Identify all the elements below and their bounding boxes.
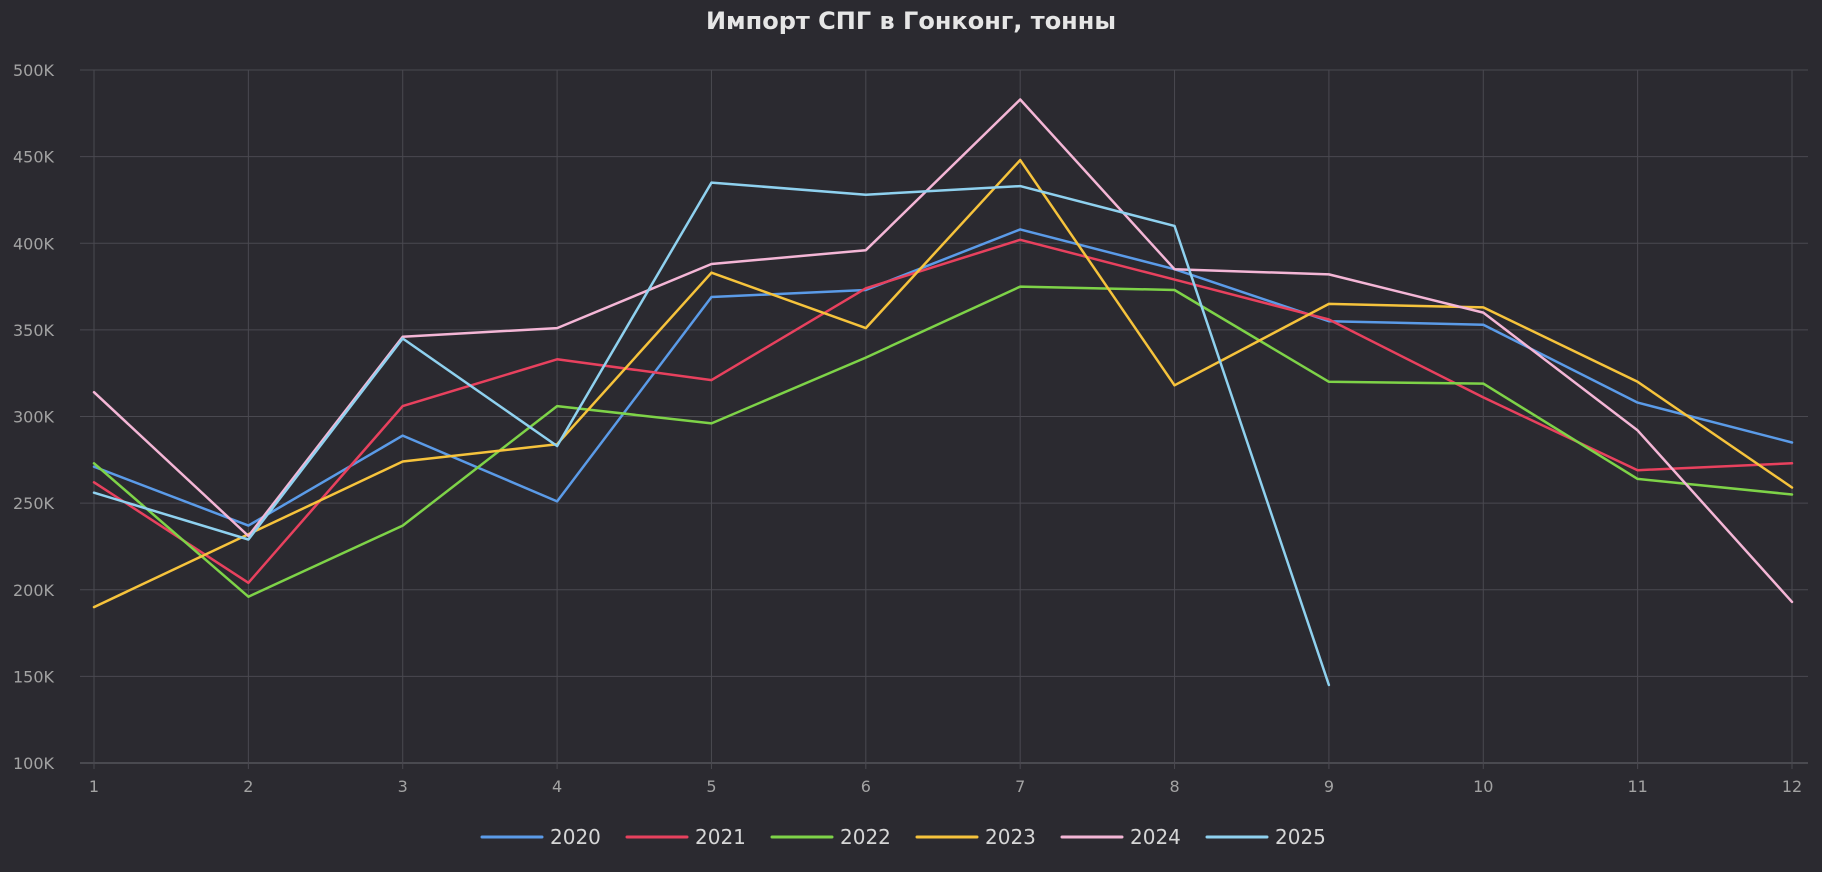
legend-item-2024[interactable]: 2024 [1060,825,1181,849]
legend[interactable]: 2020 2021 2022 2023 2024 2025 [480,825,1326,849]
x-tick-label: 10 [1473,777,1493,796]
y-axis-labels: 100K 150K 200K 250K 300K 350K 400K 450K 500K [13,61,55,773]
legend-label: 2023 [985,825,1036,849]
legend-label: 2024 [1130,825,1181,849]
x-tick-label: 11 [1627,777,1647,796]
x-tick-label: 1 [89,777,99,796]
legend-label: 2021 [695,825,746,849]
x-tick-label: 3 [398,777,408,796]
legend-item-2020[interactable]: 2020 [480,825,601,849]
series-line-2023 [92,158,1794,609]
y-tick-label: 350K [13,321,55,340]
legend-item-2022[interactable]: 2022 [770,825,891,849]
x-tick-label: 4 [552,777,562,796]
x-tick-label: 12 [1782,777,1802,796]
series-group [92,98,1794,687]
y-tick-label: 500K [13,61,55,80]
y-tick-label: 450K [13,148,55,167]
y-tick-label: 200K [13,581,55,600]
x-tick-label: 2 [243,777,253,796]
x-tick-label: 5 [706,777,716,796]
legend-label: 2022 [840,825,891,849]
x-tick-label: 9 [1324,777,1334,796]
legend-item-2023[interactable]: 2023 [915,825,1036,849]
x-tick-label: 7 [1015,777,1025,796]
x-tick-label: 8 [1169,777,1179,796]
series-line-2025 [92,181,1331,687]
y-tick-label: 400K [13,234,55,253]
legend-item-2021[interactable]: 2021 [625,825,746,849]
legend-item-2025[interactable]: 2025 [1205,825,1326,849]
x-axis-labels: 1 2 3 4 5 6 7 8 9 10 11 12 [89,777,1802,796]
y-tick-label: 150K [13,667,55,686]
series-line-2020 [92,228,1794,527]
legend-label: 2020 [550,825,601,849]
grid [80,69,1808,769]
series-line-2022 [92,285,1794,598]
y-tick-label: 300K [13,408,55,427]
y-tick-label: 250K [13,494,55,513]
series-line-2021 [92,238,1794,585]
x-tick-label: 6 [861,777,871,796]
y-tick-label: 100K [13,754,55,773]
legend-label: 2025 [1275,825,1326,849]
chart-title: Импорт СПГ в Гонконг, тонны [706,7,1116,35]
